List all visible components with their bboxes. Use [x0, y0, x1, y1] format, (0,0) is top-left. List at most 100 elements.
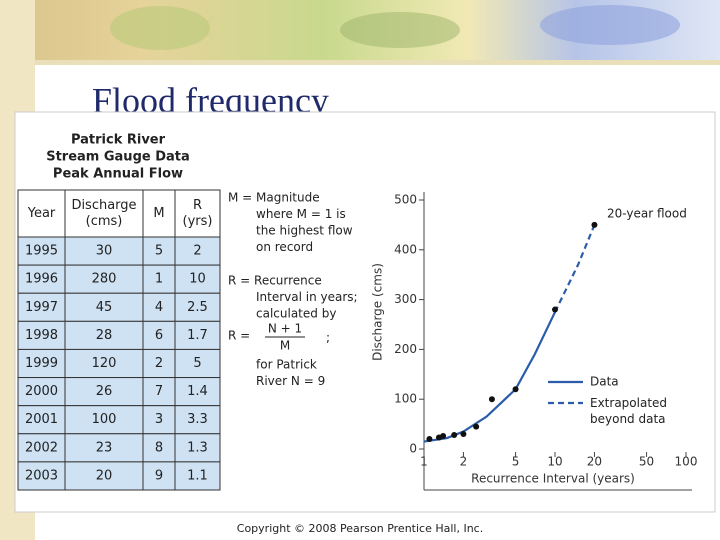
table-cell: 1.3	[187, 440, 208, 455]
table-cell: 100	[92, 412, 117, 427]
note: Interval in years;	[256, 290, 358, 304]
x-tick-label: 2	[460, 455, 468, 469]
table-cell: 280	[92, 272, 117, 287]
note: the highest flow	[256, 224, 353, 238]
legend-label: Extrapolated beyond data	[590, 396, 667, 426]
table-cell: 1997	[25, 300, 58, 315]
table-cell: 1996	[25, 272, 58, 287]
column-header: R	[193, 198, 202, 213]
table-cell: 4	[155, 300, 163, 315]
copyright: Copyright © 2008 Pearson Prentice Hall, …	[237, 522, 483, 535]
table-cell: 2	[193, 244, 201, 259]
x-tick-label: 20	[587, 455, 602, 469]
leaf	[540, 5, 680, 45]
table-cell: 2001	[25, 412, 58, 427]
table-cell: 2002	[25, 440, 58, 455]
table-cell: 8	[155, 440, 163, 455]
table-cell: 7	[155, 384, 163, 399]
table-row-bg	[17, 348, 221, 379]
table-cell: 45	[96, 300, 113, 315]
legend-label-line: beyond data	[590, 412, 666, 426]
table-header-bg	[17, 189, 221, 238]
table-row-bg	[17, 236, 221, 266]
y-tick-label: 500	[394, 193, 417, 207]
table-cell: 10	[189, 272, 206, 287]
y-tick-label: 400	[394, 242, 417, 256]
y-tick-label: 200	[394, 342, 417, 356]
table-title: Peak Annual Flow	[53, 167, 183, 182]
table-row-bg	[17, 377, 221, 407]
table-cell: 3.3	[187, 412, 208, 427]
table-cell: 2.5	[187, 300, 208, 315]
formula-lhs: R =	[228, 329, 250, 343]
table-cell: 3	[155, 412, 163, 427]
note: where M = 1 is	[256, 207, 346, 221]
legend-label-line: Extrapolated	[590, 396, 667, 410]
x-tick-label: 5	[512, 455, 520, 469]
table-cell: 23	[96, 440, 113, 455]
series-line	[423, 311, 556, 443]
series-line	[554, 224, 596, 313]
y-tick-label: 100	[394, 392, 417, 406]
table-cell: 9	[155, 468, 163, 483]
table-cell: 28	[96, 328, 113, 343]
data-point	[488, 396, 495, 403]
leaf	[110, 6, 210, 50]
table-row-bg	[17, 405, 221, 435]
data-point	[435, 434, 442, 441]
x-tick-label: 1	[420, 455, 428, 469]
table-title: Stream Gauge Data	[46, 150, 190, 165]
table-cell: 5	[155, 244, 163, 259]
x-tick-label: 10	[547, 455, 562, 469]
banner-edge	[35, 60, 720, 65]
column-header: Discharge	[71, 198, 136, 213]
formula-numerator: N + 1	[268, 322, 302, 336]
note: calculated by	[256, 307, 336, 321]
column-header: Year	[27, 206, 56, 221]
table-row-bg	[17, 292, 221, 322]
table-cell: 1.4	[187, 384, 208, 399]
table-cell: 26	[96, 384, 113, 399]
note: M = Magnitude	[228, 191, 320, 205]
note: R = Recurrence	[228, 274, 322, 288]
x-tick-label: 100	[675, 455, 698, 469]
table-cell: 20	[96, 468, 113, 483]
annotation: 20-year flood	[607, 207, 687, 221]
annotated-point	[591, 221, 598, 228]
y-axis-label: Discharge (cms)	[371, 263, 385, 361]
table-cell: 1	[155, 272, 163, 287]
column-header: (cms)	[86, 214, 123, 229]
x-tick-label: 50	[639, 455, 654, 469]
legend-label: Data	[590, 375, 619, 389]
formula-denominator: M	[280, 339, 290, 353]
data-point	[426, 436, 433, 443]
table-cell: 2	[155, 356, 163, 371]
data-point	[451, 432, 458, 439]
table-cell: 2003	[25, 468, 58, 483]
table-title: Patrick River	[71, 133, 166, 148]
y-tick-label: 0	[409, 442, 417, 456]
table-row-bg	[17, 461, 221, 491]
data-point	[473, 423, 480, 430]
note: River N = 9	[256, 374, 325, 388]
column-header: (yrs)	[183, 214, 213, 229]
note: for Patrick	[256, 358, 317, 372]
leaf	[340, 12, 460, 48]
table-cell: 1999	[25, 356, 58, 371]
note: on record	[256, 240, 313, 254]
table-cell: 2000	[25, 384, 58, 399]
data-point	[552, 306, 558, 313]
formula-end: ;	[326, 331, 330, 345]
table-cell: 120	[92, 356, 117, 371]
y-tick-label: 300	[394, 292, 417, 306]
table-cell: 1.1	[187, 468, 208, 483]
table-cell: 30	[96, 244, 113, 259]
data-point	[512, 386, 519, 393]
table-cell: 1995	[25, 244, 58, 259]
column-header: M	[153, 206, 164, 221]
data-point	[460, 431, 467, 438]
table-cell: 5	[193, 356, 201, 371]
x-axis-label: Recurrence Interval (years)	[471, 472, 635, 486]
